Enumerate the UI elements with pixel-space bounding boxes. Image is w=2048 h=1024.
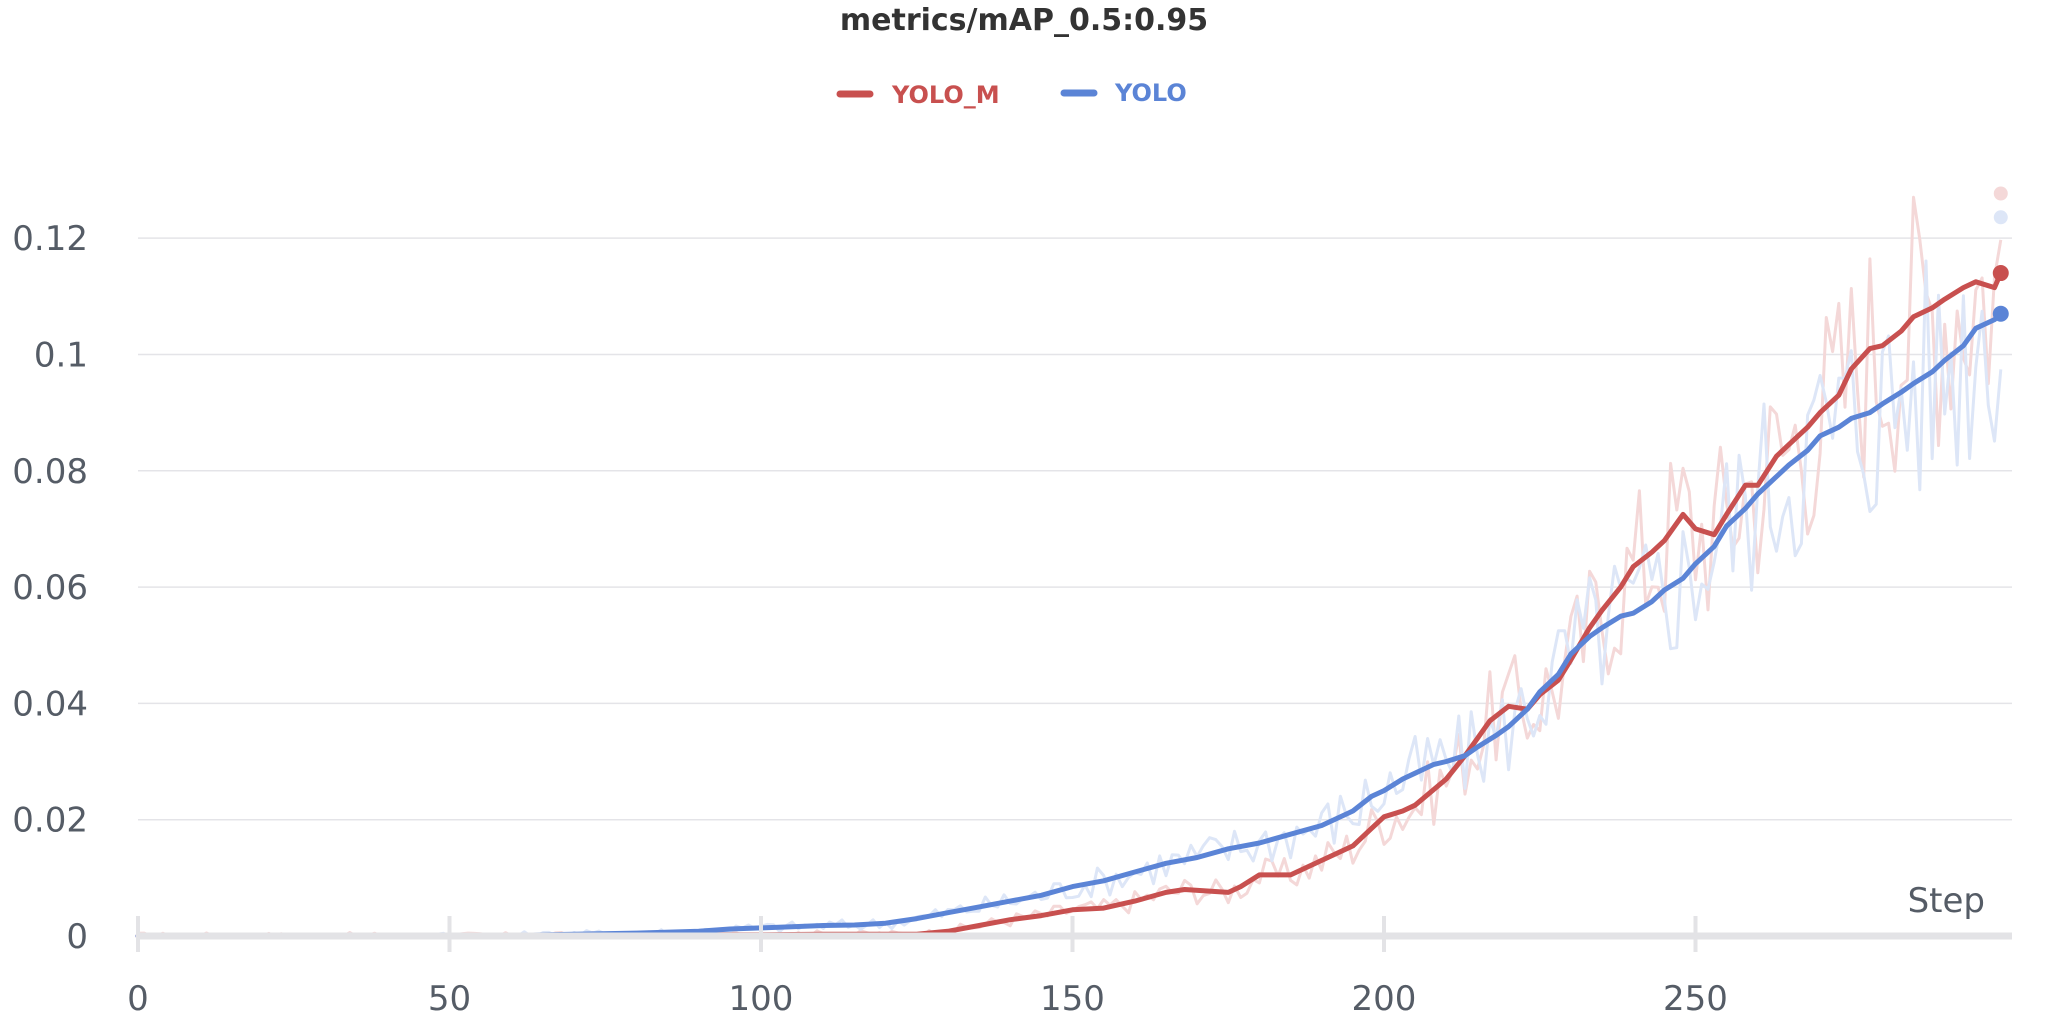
raw-series-layer [137,186,2008,938]
series-layer [135,265,2009,939]
series-endpoint-yolo [1992,305,2009,322]
legend-item-yolo-m[interactable]: YOLO_M [836,81,1000,109]
x-tick-label: 150 [1040,979,1105,1019]
chart-title: metrics/mAP_0.5:0.95 [840,3,1208,38]
legend-label-yolo-m: YOLO_M [891,81,1000,109]
y-tick-label: 0.02 [12,801,88,841]
y-tick-label: 0 [66,917,88,957]
y-tick-label: 0.12 [12,219,88,259]
y-tick-label: 0.06 [12,568,88,608]
raw-series-yolo-m [137,195,2003,938]
legend: YOLO_M YOLO [836,79,1187,109]
y-tick-label: 0.08 [12,452,88,492]
x-tick-label: 0 [127,979,149,1019]
raw-series-yolo [343,259,2003,938]
legend-label-yolo: YOLO [1114,79,1187,107]
raw-endpoint-yolo [1993,210,2008,225]
y-tick-label: 0.1 [34,335,88,375]
grid [138,237,2012,821]
series-line-yolo [135,311,2004,939]
x-axis-title: Step [1908,881,1985,921]
x-tick-label: 100 [729,979,794,1019]
legend-item-yolo[interactable]: YOLO [1060,79,1187,107]
y-tick-label: 0.04 [12,684,88,724]
raw-endpoint-yolo-m [1993,186,2008,201]
y-axis: 0 0.02 0.04 0.06 0.08 0.1 0.12 [12,219,88,957]
x-tick-label: 50 [428,979,471,1019]
x-tick-label: 250 [1663,979,1728,1019]
x-tick-label: 200 [1352,979,1417,1019]
series-endpoint-yolo-m [1992,265,2009,282]
x-axis: 0 50 100 150 200 250 [127,916,2012,1019]
series-line-yolo-m [135,270,2004,939]
